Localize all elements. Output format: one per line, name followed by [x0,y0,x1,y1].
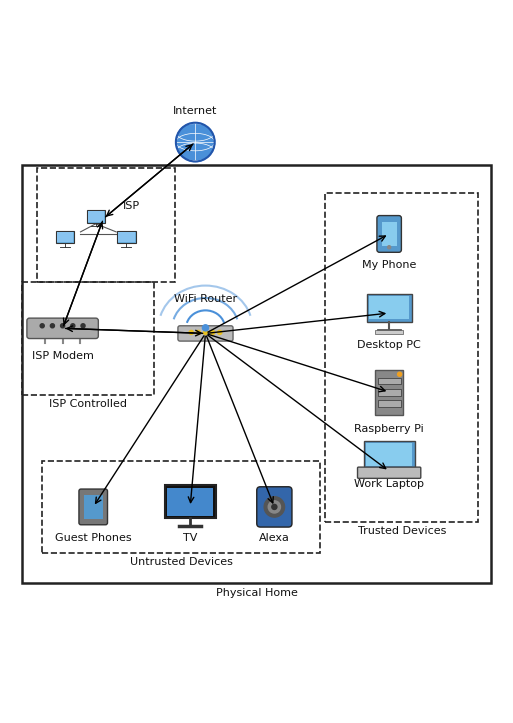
Bar [22,283,154,395]
Circle shape [268,501,281,513]
Text: Physical Home: Physical Home [215,588,298,597]
Text: Desktop PC: Desktop PC [357,340,421,349]
FancyBboxPatch shape [375,369,403,414]
Text: ISP Controlled: ISP Controlled [49,399,127,408]
FancyBboxPatch shape [178,326,233,341]
FancyBboxPatch shape [119,231,134,242]
FancyBboxPatch shape [364,440,415,469]
FancyBboxPatch shape [256,487,292,527]
Circle shape [203,325,209,331]
Circle shape [61,324,65,328]
Text: WiFi Router: WiFi Router [174,294,237,304]
Bar [42,461,320,553]
Circle shape [264,497,285,517]
Circle shape [81,324,85,328]
Text: My Phone: My Phone [362,260,417,270]
Text: TV: TV [183,534,198,544]
Circle shape [210,330,214,335]
FancyBboxPatch shape [375,330,403,334]
FancyBboxPatch shape [377,215,401,252]
FancyBboxPatch shape [56,231,74,244]
FancyBboxPatch shape [117,231,135,244]
FancyBboxPatch shape [367,294,411,322]
FancyBboxPatch shape [27,318,98,338]
FancyBboxPatch shape [378,401,401,407]
FancyBboxPatch shape [88,211,104,222]
Circle shape [398,372,402,376]
Text: Trusted Devices: Trusted Devices [358,526,446,536]
Bar [37,168,175,283]
Circle shape [176,123,214,161]
Circle shape [218,330,222,335]
Circle shape [189,330,193,335]
FancyBboxPatch shape [378,378,401,385]
FancyBboxPatch shape [167,488,213,515]
Circle shape [204,330,208,335]
FancyBboxPatch shape [165,485,215,518]
FancyBboxPatch shape [378,389,401,395]
Text: Work Laptop: Work Laptop [354,479,424,489]
Circle shape [50,324,54,328]
Circle shape [40,324,44,328]
Circle shape [388,246,391,249]
Text: Raspberry Pi: Raspberry Pi [354,424,424,434]
FancyBboxPatch shape [369,296,409,320]
Text: Untrusted Devices: Untrusted Devices [130,557,233,567]
Text: Alexa: Alexa [259,534,290,544]
Text: Guest Phones: Guest Phones [55,534,131,544]
Text: ISP Modem: ISP Modem [32,351,93,362]
Bar [22,165,491,583]
Circle shape [272,505,277,510]
FancyBboxPatch shape [87,210,105,223]
FancyBboxPatch shape [366,443,412,466]
Text: Internet: Internet [173,106,218,116]
Text: ISP: ISP [123,201,140,211]
Bar [325,193,479,522]
Circle shape [71,324,75,328]
FancyBboxPatch shape [79,489,108,525]
FancyBboxPatch shape [84,495,103,518]
FancyBboxPatch shape [358,467,421,479]
Circle shape [196,330,201,335]
FancyBboxPatch shape [57,231,73,242]
FancyBboxPatch shape [382,222,397,246]
